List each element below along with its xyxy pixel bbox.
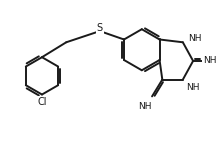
Text: NH: NH xyxy=(138,102,151,111)
Text: NH: NH xyxy=(203,56,216,65)
Text: NH: NH xyxy=(188,34,202,43)
Text: NH: NH xyxy=(187,83,200,92)
Text: Cl: Cl xyxy=(37,97,47,107)
Text: S: S xyxy=(97,23,103,33)
